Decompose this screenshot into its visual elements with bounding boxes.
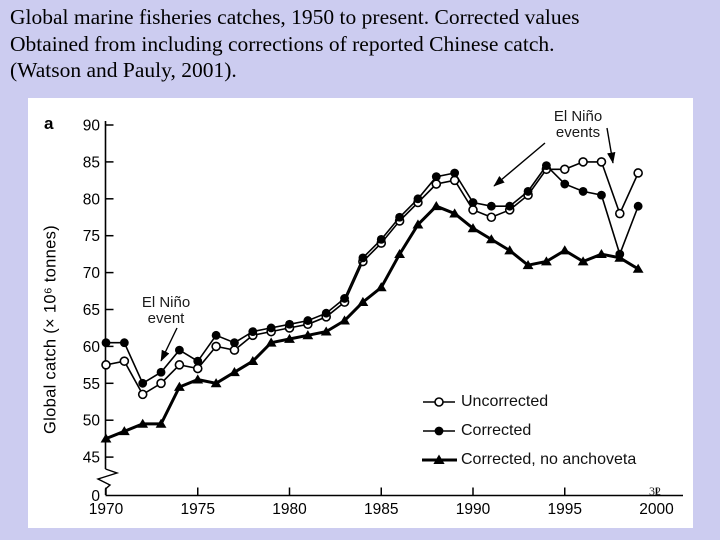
- legend-item-uncorrected: Uncorrected: [422, 387, 636, 416]
- annotation-el-nino-events: El Niño events: [541, 109, 615, 141]
- y-axis-label: Global catch (× 10⁶ tonnes): [41, 225, 60, 434]
- annotation-text: El Niño: [553, 108, 603, 125]
- slide-title: Global marine fisheries catches, 1950 to…: [10, 4, 712, 84]
- legend-marker-filled-circle-icon: [423, 426, 455, 435]
- slide-page-number: 32: [649, 484, 661, 498]
- slide-title-line-2: Obtained from including corrections of r…: [10, 31, 555, 56]
- chart-legend: Uncorrected Corrected Corrected, no anch…: [422, 387, 636, 474]
- annotation-text: event: [147, 310, 185, 327]
- slide-title-line-3: (Watson and Pauly, 2001).: [10, 58, 237, 82]
- legend-label: Corrected, no anchoveta: [461, 450, 637, 468]
- legend-item-corrected: Corrected: [422, 416, 636, 445]
- annotation-text: El Niño: [141, 294, 191, 311]
- annotation-text: events: [555, 124, 601, 141]
- legend-label: Uncorrected: [461, 392, 549, 410]
- legend-marker-filled-triangle-icon: [422, 454, 457, 464]
- legend-marker-open-circle-icon: [423, 396, 455, 407]
- slide-title-line-1: Global marine fisheries catches, 1950 to…: [10, 5, 580, 29]
- panel-label: a: [44, 114, 54, 133]
- legend-label: Corrected: [461, 421, 532, 439]
- legend-item-corrected-no-anchoveta: Corrected, no anchoveta: [422, 445, 636, 474]
- annotation-el-nino-event: El Niño event: [127, 295, 205, 327]
